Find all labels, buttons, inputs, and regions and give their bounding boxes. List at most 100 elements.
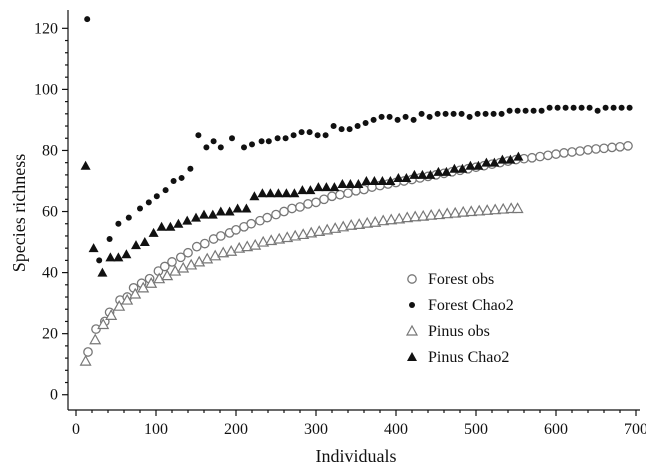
data-point — [217, 246, 230, 258]
data-point — [113, 252, 124, 262]
data-point — [121, 293, 134, 305]
data-point — [113, 299, 126, 311]
data-point — [249, 141, 255, 148]
data-point — [481, 204, 494, 215]
data-point — [418, 110, 425, 117]
data-point — [473, 160, 484, 170]
data-point — [522, 107, 529, 114]
data-point — [231, 224, 241, 235]
data-point — [554, 104, 561, 111]
data-point — [311, 197, 321, 208]
data-point — [567, 147, 577, 157]
data-point — [191, 212, 201, 222]
data-point — [343, 188, 353, 199]
data-point — [575, 146, 585, 156]
data-point — [89, 333, 102, 345]
data-point — [378, 113, 385, 120]
data-point — [209, 249, 222, 261]
data-point — [265, 234, 278, 246]
data-point — [362, 119, 369, 126]
data-point — [183, 247, 193, 258]
data-point — [594, 107, 601, 114]
x-tick-label: 200 — [224, 421, 248, 438]
data-point — [271, 209, 281, 220]
data-point — [562, 104, 569, 111]
data-point — [511, 202, 524, 214]
data-point — [551, 149, 561, 159]
data-point — [535, 151, 545, 162]
data-point — [233, 241, 246, 253]
data-point — [602, 104, 609, 111]
data-point — [173, 218, 184, 228]
series-pinus-obs — [79, 202, 524, 366]
data-point — [159, 261, 170, 272]
data-point — [433, 166, 444, 176]
data-point — [289, 188, 300, 198]
y-tick-label: 80 — [42, 142, 58, 159]
data-point — [337, 179, 348, 189]
data-point — [393, 212, 406, 224]
data-point — [225, 244, 238, 256]
data-point — [137, 205, 143, 212]
data-point — [527, 152, 537, 163]
axis-ticks: 0 20 40 60 80 100 120 0 100 200 300 400 500 600 700 — [34, 20, 646, 438]
data-point — [506, 107, 513, 114]
data-point — [457, 205, 470, 217]
data-point — [165, 221, 176, 231]
y-axis-title: Species richness — [9, 154, 29, 272]
data-point — [433, 208, 446, 220]
data-point — [489, 203, 502, 215]
data-point — [193, 255, 206, 267]
data-point — [241, 203, 252, 213]
data-point — [125, 214, 132, 221]
data-point — [457, 163, 468, 173]
data-point — [346, 126, 353, 133]
data-point — [215, 206, 226, 216]
data-point — [187, 165, 194, 172]
data-point — [345, 179, 356, 189]
data-point — [314, 132, 321, 139]
data-point — [458, 110, 465, 117]
data-point — [441, 207, 454, 219]
data-point — [386, 113, 393, 120]
series-pinus-chao2 — [80, 151, 524, 277]
data-point — [313, 182, 324, 192]
data-point — [105, 252, 116, 262]
data-point — [279, 206, 289, 217]
data-point — [115, 220, 122, 227]
legend-marker — [407, 274, 417, 284]
data-point — [465, 160, 476, 170]
data-point — [466, 113, 473, 120]
series-forest-obs — [83, 141, 633, 357]
data-point — [543, 150, 553, 161]
data-point — [465, 205, 478, 217]
data-point — [417, 209, 430, 221]
data-point — [199, 209, 209, 219]
data-point — [623, 141, 633, 151]
data-point — [303, 199, 313, 209]
legend-label: Pinus Chao2 — [428, 349, 509, 366]
data-point — [241, 144, 247, 151]
data-point — [305, 226, 318, 238]
data-point — [258, 138, 265, 145]
data-point — [370, 116, 377, 123]
data-point — [321, 223, 334, 235]
data-point — [345, 219, 358, 230]
data-point — [185, 258, 198, 270]
data-point — [265, 188, 276, 198]
data-point — [295, 202, 305, 212]
data-point — [273, 232, 286, 244]
data-point — [246, 218, 257, 229]
data-point — [530, 107, 537, 114]
legend-label: Forest obs — [428, 271, 494, 288]
data-point — [313, 225, 326, 236]
data-point — [385, 175, 396, 185]
data-point — [224, 206, 235, 216]
data-point — [481, 157, 492, 167]
data-point — [201, 252, 214, 264]
data-point — [207, 209, 218, 219]
data-point — [249, 191, 260, 201]
data-point — [289, 229, 302, 241]
data-point — [257, 235, 270, 247]
data-point — [306, 129, 313, 136]
